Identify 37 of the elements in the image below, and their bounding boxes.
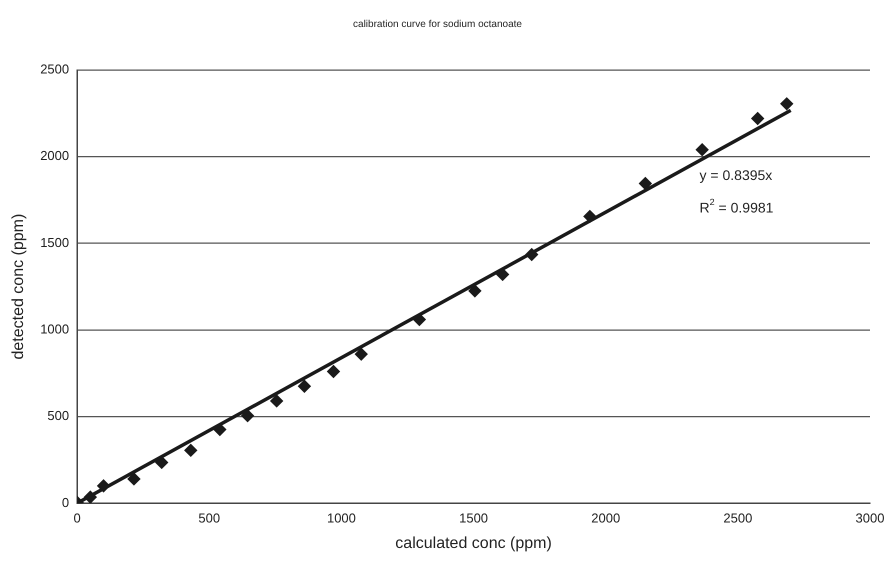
point [241, 409, 254, 422]
point [127, 472, 140, 486]
point [780, 97, 794, 110]
point [298, 380, 311, 393]
point [213, 423, 226, 436]
x-tick-label: 500 [198, 510, 220, 526]
x-tick-label: 1500 [459, 510, 488, 526]
point [751, 112, 764, 126]
point [696, 143, 709, 156]
point [84, 490, 97, 504]
y-axis-title: detected conc (ppm) [10, 214, 28, 360]
x-tick-label: 2500 [723, 510, 752, 526]
x-tick-label: 0 [74, 510, 81, 526]
point [270, 394, 284, 408]
x-tick-label: 3000 [856, 510, 884, 526]
x-tick-label: 2000 [591, 510, 620, 526]
point [412, 313, 426, 326]
y-tick-label: 1500 [40, 234, 70, 250]
point [496, 268, 510, 281]
y-tick-label: 0 [62, 494, 70, 510]
point [326, 365, 340, 378]
point [155, 456, 168, 469]
point [97, 479, 110, 492]
point [583, 210, 596, 223]
annotation: y = 0.8395x [700, 166, 772, 183]
point [468, 284, 482, 298]
x-tick-label: 1000 [326, 510, 356, 526]
point [184, 444, 198, 457]
y-tick-label: 2500 [40, 62, 70, 77]
x-axis-title: calculated conc (ppm) [395, 534, 552, 552]
y-tick-label: 1000 [40, 322, 70, 336]
point [638, 177, 652, 190]
chart-title: calibration curve for sodium octanoate [353, 18, 522, 30]
point [525, 248, 538, 262]
y-tick-label: 500 [47, 408, 70, 424]
point [354, 348, 368, 361]
y-tick-label: 2000 [40, 148, 70, 164]
